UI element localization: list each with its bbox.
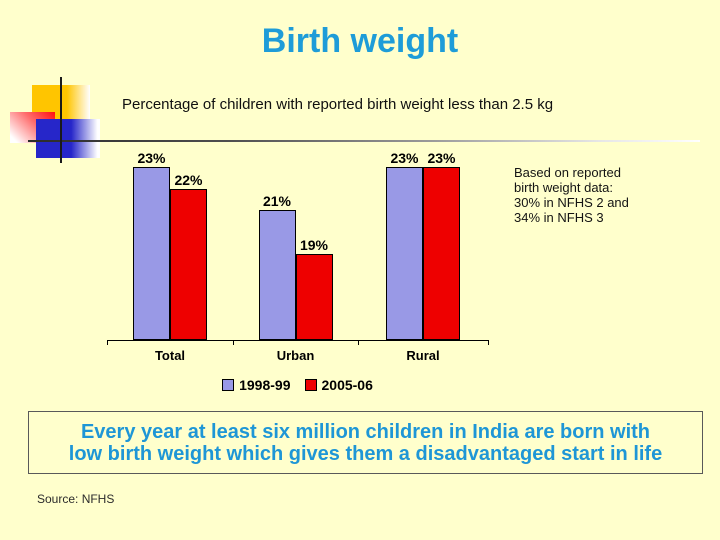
source-note: Source: NFHS xyxy=(37,492,115,506)
legend-item-1998-99: 1998-99 xyxy=(222,377,291,393)
x-axis xyxy=(107,340,488,341)
callout-text: Every year at least six million children… xyxy=(68,420,663,465)
x-axis-label-urban: Urban xyxy=(276,348,315,363)
x-axis-tick-3 xyxy=(488,340,489,345)
bar-2005-06-urban xyxy=(295,253,333,340)
bar-value-label-2005-06-total: 22% xyxy=(174,171,203,188)
callout-box: Every year at least six million children… xyxy=(28,411,703,474)
bar-value-label-2005-06-rural: 23% xyxy=(427,150,456,167)
decor-blue-square xyxy=(36,119,100,158)
bar-1998-99-urban xyxy=(258,210,296,340)
x-axis-tick-1 xyxy=(233,340,234,345)
x-axis-label-rural: Rural xyxy=(406,348,440,363)
bar-1998-99-rural xyxy=(386,167,423,340)
bar-value-label-1998-99-urban: 21% xyxy=(262,193,292,210)
bar-value-label-1998-99-rural: 23% xyxy=(390,150,419,167)
legend-item-2005-06: 2005-06 xyxy=(304,377,373,393)
x-axis-tick-0 xyxy=(107,340,108,345)
bar-1998-99-total xyxy=(133,167,170,340)
decor-horizontal-rule xyxy=(28,140,700,142)
legend-label-2005-06: 2005-06 xyxy=(321,377,373,393)
decor-vertical-line xyxy=(60,77,62,163)
x-axis-label-total: Total xyxy=(154,348,186,363)
legend-swatch-2005-06 xyxy=(304,379,317,391)
x-axis-tick-2 xyxy=(358,340,359,345)
bar-value-label-1998-99-total: 23% xyxy=(137,150,166,167)
annotation-note: Based on reported birth weight data: 30%… xyxy=(514,165,629,225)
page-title: Birth weight xyxy=(261,22,459,60)
legend-swatch-1998-99 xyxy=(222,379,235,391)
chart-title: Percentage of children with reported bir… xyxy=(122,96,554,113)
legend-label-1998-99: 1998-99 xyxy=(239,377,291,393)
bar-2005-06-total xyxy=(170,188,207,340)
bar-value-label-2005-06-urban: 19% xyxy=(299,236,329,253)
chart-legend: 1998-99 2005-06 xyxy=(107,377,488,393)
bar-2005-06-rural xyxy=(423,167,460,340)
